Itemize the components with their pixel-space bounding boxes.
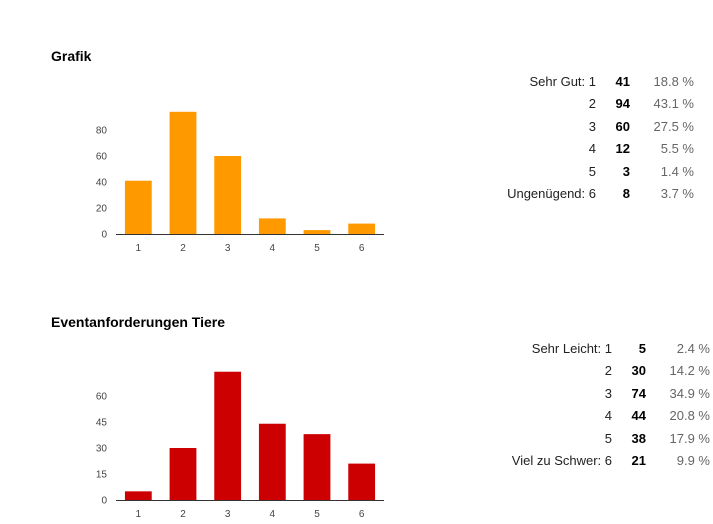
bar xyxy=(214,156,242,234)
stats-row: 5 38 17.9 % xyxy=(512,427,710,450)
stats-percent: 1.4 % xyxy=(660,163,694,179)
y-tick-label: 60 xyxy=(96,152,108,163)
x-tick-label: 4 xyxy=(270,243,276,254)
x-tick-label: 1 xyxy=(136,243,142,254)
stats-percent: 20.8 % xyxy=(669,408,710,424)
bar xyxy=(348,463,376,500)
chart-title-eventanforderungen-tiere: Eventanforderungen Tiere xyxy=(51,314,226,330)
stats-count: 21 xyxy=(631,453,646,469)
stats-row: Ungenügend: 6 8 3.7 % xyxy=(507,183,694,206)
stats-label: Sehr Gut: 1 xyxy=(529,73,596,89)
chart-title-grafik: Grafik xyxy=(51,48,92,64)
stats-count: 44 xyxy=(631,408,646,424)
x-tick-label: 2 xyxy=(180,243,186,254)
bar-chart-grafik: 0 20 40 60 80 1 2 3 4 5 6 xyxy=(96,111,384,254)
y-tick-label: 45 xyxy=(96,418,108,429)
stats-label: Ungenügend: 6 xyxy=(507,186,596,202)
stats-count: 5 xyxy=(638,340,646,356)
stats-row: 2 30 14.2 % xyxy=(512,360,710,383)
stats-row: 4 44 20.8 % xyxy=(512,405,710,428)
bar xyxy=(258,423,286,500)
stats-label: 5 xyxy=(588,163,596,179)
y-tick-label: 20 xyxy=(96,204,108,215)
y-tick-label: 80 xyxy=(96,126,108,137)
stats-row: Viel zu Schwer: 6 21 9.9 % xyxy=(512,450,710,473)
bar xyxy=(258,218,286,234)
stats-label: Sehr Leicht: 1 xyxy=(531,340,612,356)
x-tick-label: 4 xyxy=(270,509,276,520)
stats-count: 94 xyxy=(615,96,630,112)
x-tick-label: 5 xyxy=(314,509,320,520)
stats-count: 3 xyxy=(622,163,630,179)
bar xyxy=(214,371,242,500)
stats-row: 3 74 34.9 % xyxy=(512,382,710,405)
stats-label: 5 xyxy=(604,430,612,446)
x-tick-label: 2 xyxy=(180,509,186,520)
stats-percent: 14.2 % xyxy=(669,363,710,379)
y-tick-label: 15 xyxy=(96,470,108,481)
stats-row: Sehr Gut: 1 41 18.8 % xyxy=(507,70,694,93)
stats-count: 12 xyxy=(615,141,630,157)
stats-label: 4 xyxy=(604,408,612,424)
bar xyxy=(303,434,331,500)
stats-count: 38 xyxy=(631,430,646,446)
stats-percent: 17.9 % xyxy=(669,430,710,446)
bar xyxy=(124,180,152,234)
y-tick-label: 0 xyxy=(101,230,107,241)
stats-label: Viel zu Schwer: 6 xyxy=(511,453,612,469)
x-tick-label: 6 xyxy=(359,509,365,520)
stats-percent: 43.1 % xyxy=(653,96,694,112)
stats-count: 74 xyxy=(631,385,646,401)
bar xyxy=(124,491,152,500)
stats-table-eventanforderungen-tiere: Sehr Leicht: 1 5 2.4 % 2 30 14.2 % 3 74 34.9 % 4 4… xyxy=(512,337,710,472)
stats-label: 2 xyxy=(588,96,596,112)
stats-label: 3 xyxy=(588,118,596,134)
stats-count: 8 xyxy=(622,186,630,202)
stats-count: 60 xyxy=(615,118,630,134)
stats-percent: 9.9 % xyxy=(676,453,710,469)
stats-percent: 27.5 % xyxy=(653,118,694,134)
stats-count: 30 xyxy=(631,363,646,379)
stats-percent: 18.8 % xyxy=(653,73,694,89)
stats-percent: 34.9 % xyxy=(669,385,710,401)
stats-percent: 3.7 % xyxy=(660,186,694,202)
y-tick-label: 30 xyxy=(96,444,108,455)
y-tick-label: 40 xyxy=(96,178,108,189)
stats-row: Sehr Leicht: 1 5 2.4 % xyxy=(512,337,710,360)
stats-label: 4 xyxy=(588,141,596,157)
stats-table-grafik: Sehr Gut: 1 41 18.8 % 2 94 43.1 % 3 60 27.5 % 4 12… xyxy=(507,70,694,205)
x-tick-label: 6 xyxy=(359,243,365,254)
stats-count: 41 xyxy=(615,73,630,89)
x-tick-label: 1 xyxy=(136,509,142,520)
stats-label: 2 xyxy=(604,363,612,379)
bar xyxy=(303,230,331,234)
y-tick-label: 0 xyxy=(101,496,107,507)
bar xyxy=(169,448,197,500)
stats-percent: 5.5 % xyxy=(660,141,694,157)
stats-row: 2 94 43.1 % xyxy=(507,93,694,116)
stats-percent: 2.4 % xyxy=(676,340,710,356)
bar xyxy=(169,111,197,234)
stats-label: 3 xyxy=(604,385,612,401)
stats-row: 4 12 5.5 % xyxy=(507,138,694,161)
stats-row: 5 3 1.4 % xyxy=(507,160,694,183)
x-tick-label: 3 xyxy=(225,509,231,520)
y-tick-label: 60 xyxy=(96,392,108,403)
bar xyxy=(348,223,376,234)
x-tick-label: 3 xyxy=(225,243,231,254)
x-tick-label: 5 xyxy=(314,243,320,254)
stats-row: 3 60 27.5 % xyxy=(507,115,694,138)
